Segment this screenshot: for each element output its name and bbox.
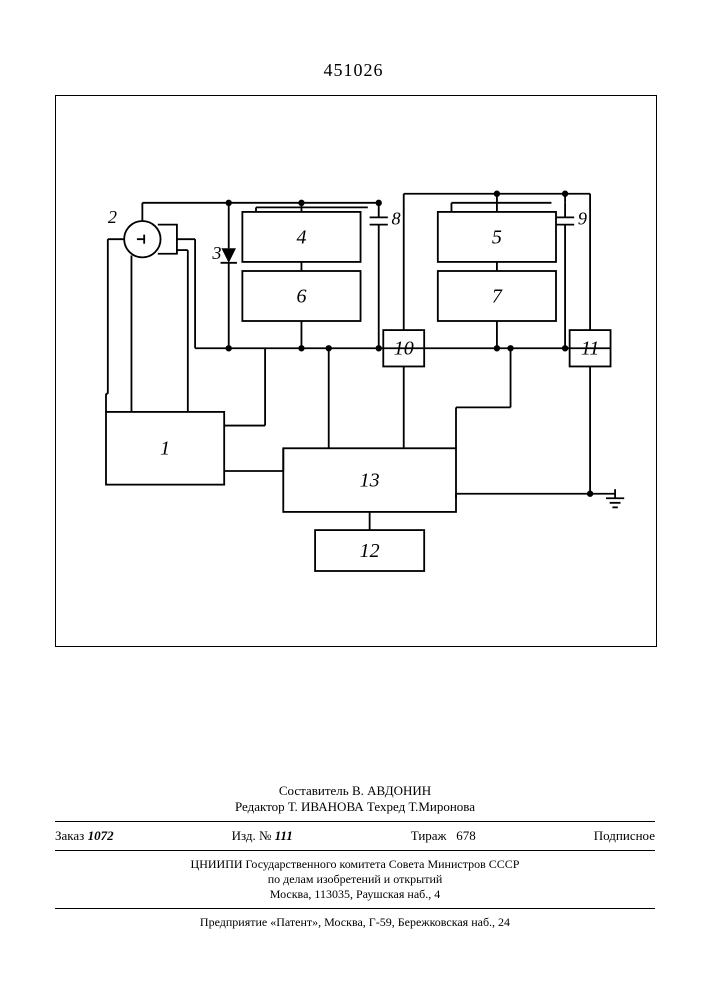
detector-label: 2: [108, 207, 117, 227]
order-cell: Заказ 1072: [55, 828, 114, 844]
patent-number: 451026: [0, 60, 707, 81]
org3: Москва, 113035, Раушская наб., 4: [55, 887, 655, 902]
schematic-svg: 14657101113122389: [56, 96, 656, 646]
block-b4-label: 4: [296, 226, 306, 248]
cap-9-label: 9: [578, 209, 587, 229]
footer: Составитель В. АВДОНИН Редактор Т. ИВАНО…: [55, 783, 655, 930]
author-line: Составитель В. АВДОНИН: [55, 783, 655, 799]
cap-8-label: 8: [391, 209, 400, 229]
org1: ЦНИИПИ Государственного комитета Совета …: [55, 857, 655, 872]
printer: Предприятие «Патент», Москва, Г-59, Бере…: [55, 915, 655, 930]
diagram-frame: 14657101113122389: [55, 95, 657, 647]
block-b7-label: 7: [492, 285, 503, 307]
diode-label: 3: [211, 243, 221, 263]
block-b5-label: 5: [492, 226, 502, 248]
izd-cell: Изд. № 111: [232, 828, 293, 844]
org2: по делам изобретений и открытий: [55, 872, 655, 887]
tirazh-cell: Тираж 678: [411, 828, 476, 844]
block-b6-label: 6: [296, 285, 306, 307]
podpis: Подписное: [594, 828, 655, 844]
block-b12-label: 12: [360, 540, 380, 562]
block-b1-label: 1: [160, 438, 170, 460]
editor-line: Редактор Т. ИВАНОВА Техред Т.Миронова: [55, 799, 655, 815]
block-b13-label: 13: [360, 469, 380, 491]
diode: [221, 248, 236, 263]
